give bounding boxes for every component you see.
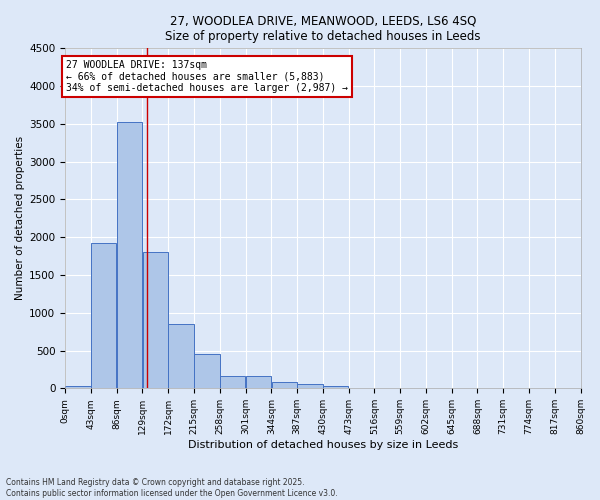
- Title: 27, WOODLEA DRIVE, MEANWOOD, LEEDS, LS6 4SQ
Size of property relative to detache: 27, WOODLEA DRIVE, MEANWOOD, LEEDS, LS6 …: [165, 15, 481, 43]
- Bar: [65, 386, 91, 388]
- Text: Contains HM Land Registry data © Crown copyright and database right 2025.
Contai: Contains HM Land Registry data © Crown c…: [6, 478, 338, 498]
- Bar: [194, 354, 220, 388]
- Bar: [246, 376, 271, 388]
- Bar: [169, 324, 194, 388]
- Bar: [220, 376, 245, 388]
- Bar: [117, 122, 142, 388]
- Bar: [323, 386, 349, 388]
- Bar: [272, 382, 297, 388]
- Bar: [143, 252, 168, 388]
- Bar: [297, 384, 323, 388]
- Y-axis label: Number of detached properties: Number of detached properties: [15, 136, 25, 300]
- Text: 27 WOODLEA DRIVE: 137sqm
← 66% of detached houses are smaller (5,883)
34% of sem: 27 WOODLEA DRIVE: 137sqm ← 66% of detach…: [67, 60, 349, 93]
- Bar: [91, 242, 116, 388]
- X-axis label: Distribution of detached houses by size in Leeds: Distribution of detached houses by size …: [188, 440, 458, 450]
